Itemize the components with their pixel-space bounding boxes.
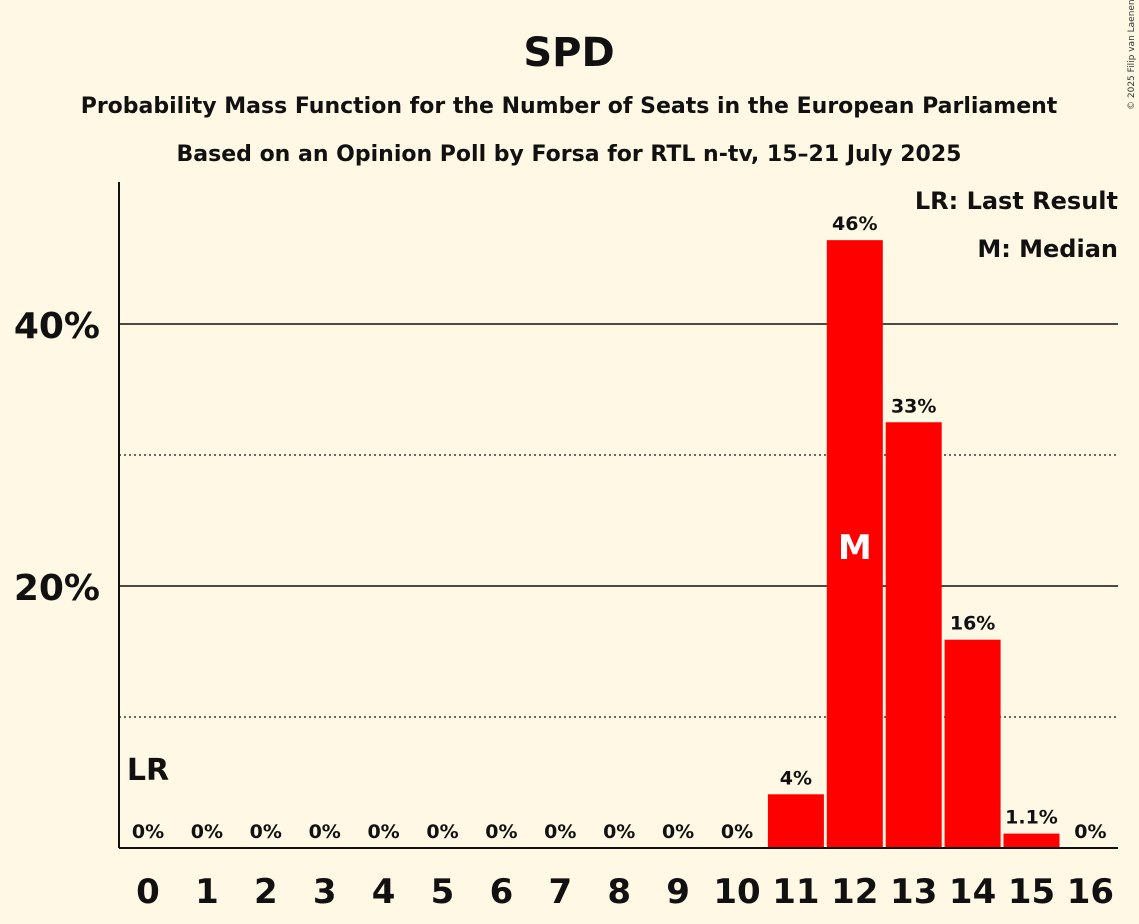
x-tick-label-16: 16 — [1067, 872, 1114, 912]
data-label-8: 0% — [603, 821, 635, 843]
data-label-10: 0% — [721, 821, 753, 843]
legend-median: M: Median — [977, 235, 1118, 263]
chart-subtitle-2: Based on an Opinion Poll by Forsa for RT… — [177, 142, 962, 167]
bars: 0% 0% 0% 0% 0% 0% 0% 0% 0% 0% 0% 4% 46% 33% 16% 1.1% 0% M… — [127, 213, 1107, 848]
data-label-4: 0% — [367, 821, 399, 843]
data-label-13: 33% — [891, 395, 936, 417]
data-label-15: 1.1% — [1005, 807, 1058, 829]
data-label-5: 0% — [426, 821, 458, 843]
data-label-16: 0% — [1074, 821, 1106, 843]
x-axis: 0 1 2 3 4 5 6 7 8 9 10 11 12 13 14 15 16 — [119, 847, 1118, 912]
last-result-marker: LR — [127, 753, 169, 788]
x-tick-label-15: 15 — [1008, 872, 1055, 912]
x-tick-label-3: 3 — [313, 872, 337, 912]
data-label-1: 0% — [191, 821, 223, 843]
x-tick-label-12: 12 — [831, 872, 878, 912]
x-tick-label-6: 6 — [490, 872, 514, 912]
data-label-3: 0% — [309, 821, 341, 843]
legend-last-result: LR: Last Result — [915, 187, 1118, 215]
data-label-11: 4% — [780, 767, 812, 789]
x-tick-label-2: 2 — [254, 872, 278, 912]
x-tick-label-14: 14 — [949, 872, 996, 912]
x-tick-label-13: 13 — [890, 872, 937, 912]
bar-12 — [826, 240, 883, 848]
data-label-12: 46% — [832, 213, 877, 235]
x-tick-label-5: 5 — [431, 872, 455, 912]
x-tick-label-8: 8 — [607, 872, 631, 912]
data-label-7: 0% — [544, 821, 576, 843]
data-label-9: 0% — [662, 821, 694, 843]
chart-title: SPD — [523, 30, 614, 76]
data-label-0: 0% — [132, 821, 164, 843]
x-tick-label-4: 4 — [372, 872, 396, 912]
x-tick-label-1: 1 — [195, 872, 219, 912]
y-tick-label-0: 20% — [14, 568, 100, 609]
gridlines — [119, 323, 1118, 718]
bar-13 — [885, 422, 942, 848]
bar-14 — [944, 639, 1001, 848]
x-tick-label-11: 11 — [772, 872, 819, 912]
data-label-6: 0% — [485, 821, 517, 843]
x-tick-label-9: 9 — [666, 872, 690, 912]
y-tick-label-1: 40% — [14, 306, 100, 347]
data-label-2: 0% — [250, 821, 282, 843]
copyright-text: © 2025 Filip van Laenen — [1127, 0, 1137, 110]
data-label-14: 16% — [950, 613, 995, 635]
y-axis: 20% 40% — [14, 182, 120, 848]
bar-15 — [1003, 833, 1060, 848]
median-marker: M — [838, 528, 872, 568]
bar-11 — [767, 794, 824, 848]
x-tick-label-0: 0 — [136, 872, 160, 912]
x-tick-label-10: 10 — [713, 872, 760, 912]
x-tick-label-7: 7 — [548, 872, 572, 912]
chart-subtitle: Probability Mass Function for the Number… — [81, 94, 1058, 119]
